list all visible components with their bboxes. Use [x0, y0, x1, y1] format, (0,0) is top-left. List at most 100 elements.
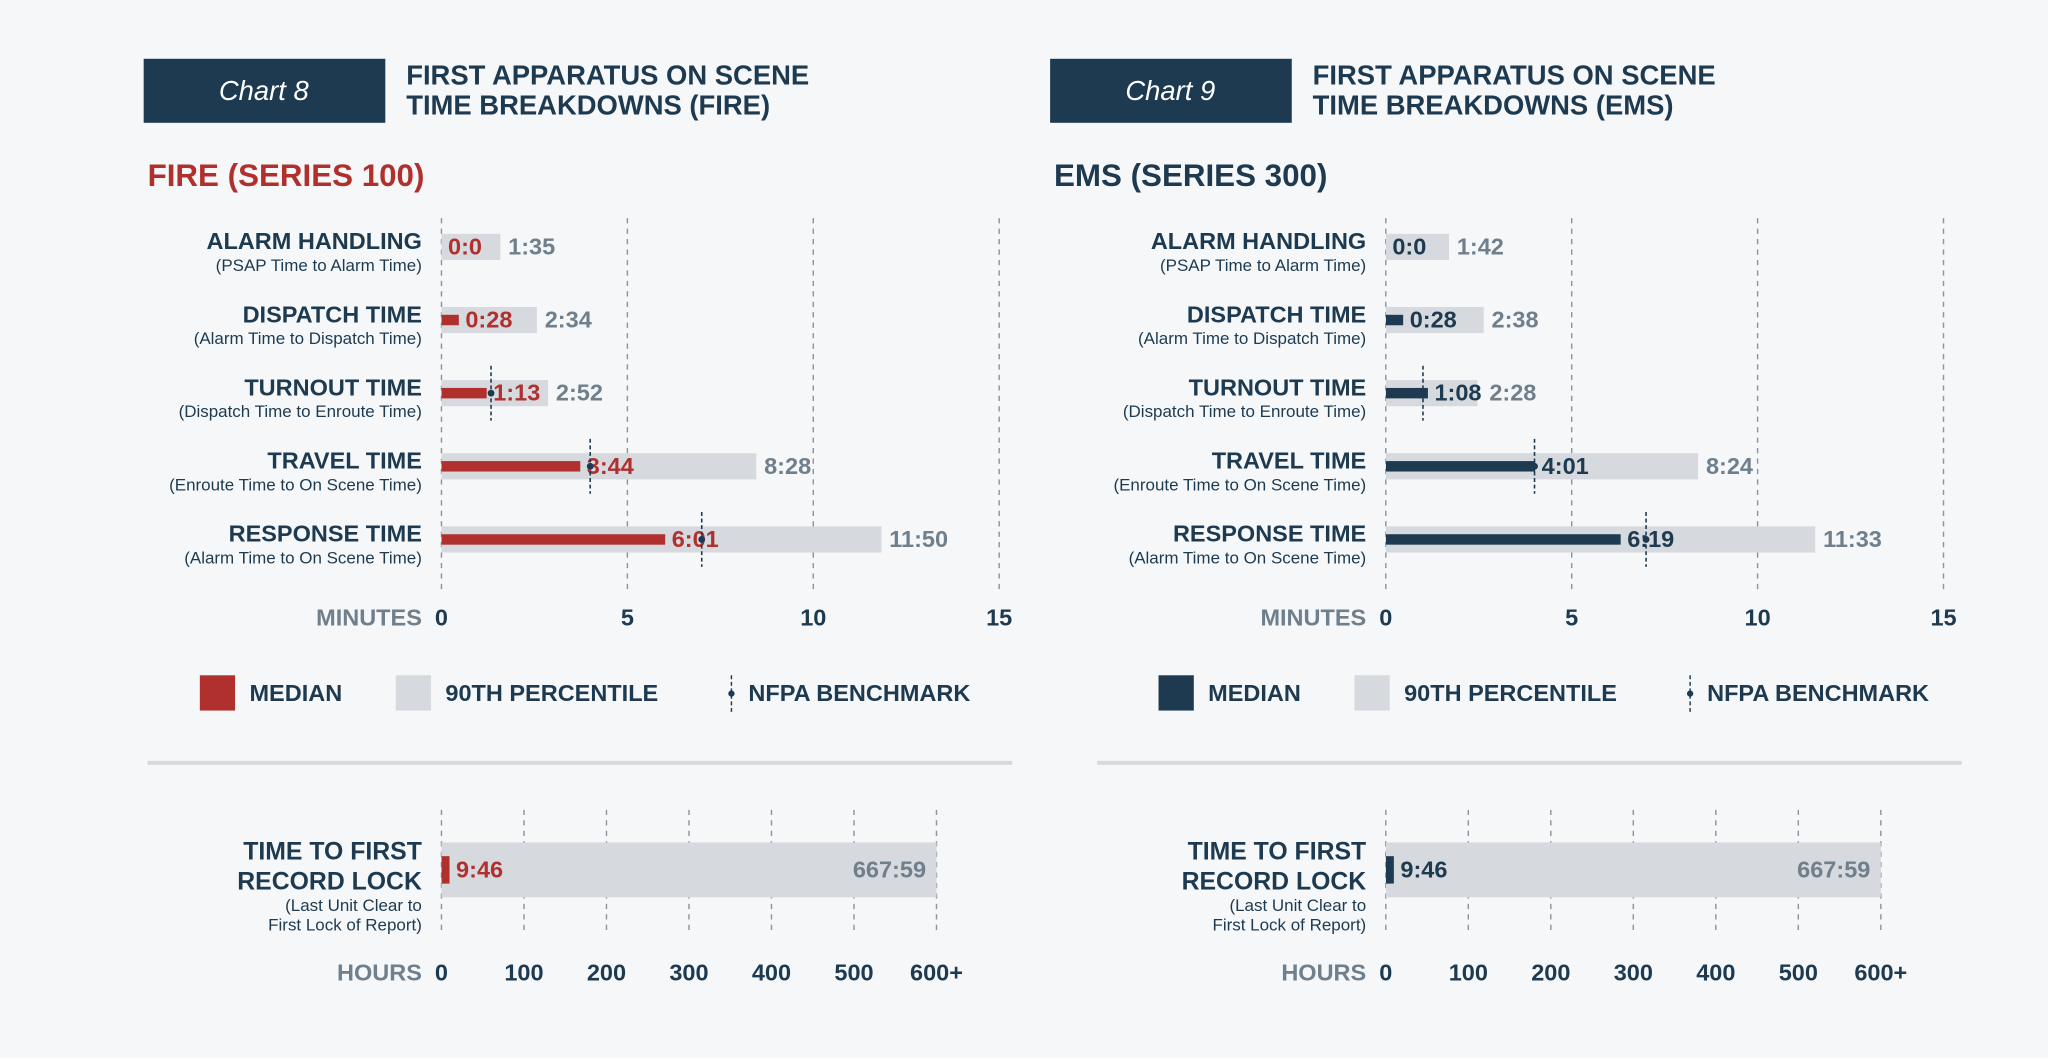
legend-swatch: [395, 675, 432, 711]
median-bar: [1385, 461, 1536, 472]
percentile-label: 1:35: [508, 233, 555, 259]
category-note: (Enroute Time to On Scene Time): [169, 475, 422, 494]
category-note: (Alarm Time to Dispatch Time): [1138, 329, 1366, 348]
median-label: 9:46: [456, 856, 503, 882]
category-note: (PSAP Time to Alarm Time): [216, 256, 422, 275]
x-tick-label: 200: [1531, 960, 1570, 986]
x-tick-label: 0: [1379, 604, 1392, 630]
chart-title: TIME BREAKDOWNS (FIRE): [406, 89, 770, 120]
category-label: RESPONSE TIME: [229, 521, 422, 547]
x-tick-label: 5: [1565, 604, 1578, 630]
category-label: RESPONSE TIME: [1173, 521, 1366, 547]
median-bar: [1385, 534, 1621, 545]
category-label: TIME TO FIRST: [1188, 838, 1367, 865]
legend-label: MEDIAN: [1208, 680, 1301, 706]
chart-title: FIRST APPARATUS ON SCENE: [1313, 59, 1716, 90]
category-label: TRAVEL TIME: [1212, 448, 1367, 474]
category-note: (Alarm Time to On Scene Time): [1129, 549, 1367, 568]
chart-subtitle: EMS (SERIES 300): [1054, 158, 1327, 193]
percentile-bar: [441, 233, 501, 260]
median-label: 0:28: [465, 307, 512, 333]
category-note: (Enroute Time to On Scene Time): [1113, 475, 1366, 494]
chart-title: FIRST APPARATUS ON SCENE: [406, 59, 809, 90]
legend-swatch: [1354, 675, 1390, 711]
median-bar: [441, 534, 666, 545]
category-note: (Dispatch Time to Enroute Time): [1123, 402, 1366, 421]
category-label: TURNOUT TIME: [1189, 374, 1367, 400]
median-label: 6:01: [672, 526, 719, 552]
median-label: 4:01: [1542, 453, 1589, 479]
legend-label: 90TH PERCENTILE: [445, 680, 658, 706]
chart-title: TIME BREAKDOWNS (EMS): [1313, 89, 1674, 120]
x-tick-label: 300: [1614, 960, 1653, 986]
median-bar: [1385, 387, 1428, 399]
median-label: 0:28: [1410, 307, 1457, 333]
percentile-bar: [441, 842, 937, 898]
category-label: ALARM HANDLING: [1151, 228, 1366, 254]
percentile-label: 2:38: [1492, 307, 1539, 333]
percentile-bar: [1385, 842, 1881, 898]
category-note: First Lock of Report): [1212, 916, 1366, 935]
category-note: (Last Unit Clear to: [285, 896, 422, 915]
legend-swatch: [199, 675, 236, 711]
legend-marker-dot: [1686, 690, 1694, 697]
percentile-label: 2:34: [545, 307, 592, 333]
benchmark-dot: [1531, 462, 1538, 470]
x-tick-label: 15: [1930, 604, 1956, 630]
percentile-label: 667:59: [853, 856, 926, 882]
median-bar: [441, 314, 459, 326]
x-tick-label: 500: [1779, 960, 1818, 986]
chart-label: Chart 8: [219, 75, 310, 106]
percentile-bar: [1385, 233, 1450, 260]
category-note: (Alarm Time to On Scene Time): [184, 549, 422, 568]
category-label: TIME TO FIRST: [243, 838, 422, 865]
category-label: RECORD LOCK: [1182, 869, 1367, 896]
percentile-label: 1:42: [1457, 233, 1504, 259]
category-label: TURNOUT TIME: [244, 374, 422, 400]
category-label: RECORD LOCK: [237, 869, 422, 896]
x-axis-label: MINUTES: [1260, 604, 1366, 630]
chart-subtitle: FIRE (SERIES 100): [148, 158, 425, 193]
median-label: 1:08: [1434, 380, 1481, 406]
category-label: TRAVEL TIME: [267, 448, 422, 474]
legend-label: NFPA BENCHMARK: [748, 680, 970, 706]
x-tick-label: 10: [800, 604, 826, 630]
median-bar: [1385, 314, 1404, 326]
x-tick-label: 200: [587, 960, 626, 986]
median-bar: [441, 856, 450, 884]
legend-label: 90TH PERCENTILE: [1404, 680, 1617, 706]
median-label: 0:0: [1392, 233, 1426, 259]
percentile-label: 8:28: [764, 453, 811, 479]
chart-label: Chart 9: [1125, 75, 1215, 106]
category-note: (Dispatch Time to Enroute Time): [179, 402, 422, 421]
benchmark-dot: [698, 536, 706, 543]
category-note: First Lock of Report): [268, 916, 422, 935]
x-tick-label: 10: [1745, 604, 1771, 630]
median-label: 9:46: [1400, 856, 1447, 882]
x-tick-label: 100: [1449, 960, 1488, 986]
median-label: 1:13: [493, 380, 540, 406]
x-tick-label: 0: [435, 960, 448, 986]
category-note: (PSAP Time to Alarm Time): [1160, 256, 1366, 275]
category-label: ALARM HANDLING: [206, 228, 421, 254]
x-tick-label: 600+: [1854, 960, 1907, 986]
percentile-label: 2:28: [1489, 380, 1536, 406]
percentile-label: 667:59: [1797, 856, 1870, 882]
median-label: 6:19: [1627, 526, 1674, 552]
x-tick-label: 400: [752, 960, 791, 986]
category-label: DISPATCH TIME: [1187, 301, 1366, 327]
x-tick-label: 600+: [910, 960, 963, 986]
category-note: (Alarm Time to Dispatch Time): [194, 329, 422, 348]
chart-label-box: [1050, 58, 1292, 123]
legend-marker-dot: [728, 690, 735, 697]
legend-label: MEDIAN: [249, 680, 342, 706]
percentile-label: 2:52: [556, 380, 603, 406]
x-tick-label: 15: [986, 604, 1012, 630]
percentile-label: 8:24: [1706, 453, 1753, 479]
category-note: (Last Unit Clear to: [1229, 896, 1366, 915]
x-tick-label: 300: [669, 960, 708, 986]
x-axis-label: MINUTES: [316, 604, 422, 630]
x-tick-label: 0: [1379, 960, 1392, 986]
